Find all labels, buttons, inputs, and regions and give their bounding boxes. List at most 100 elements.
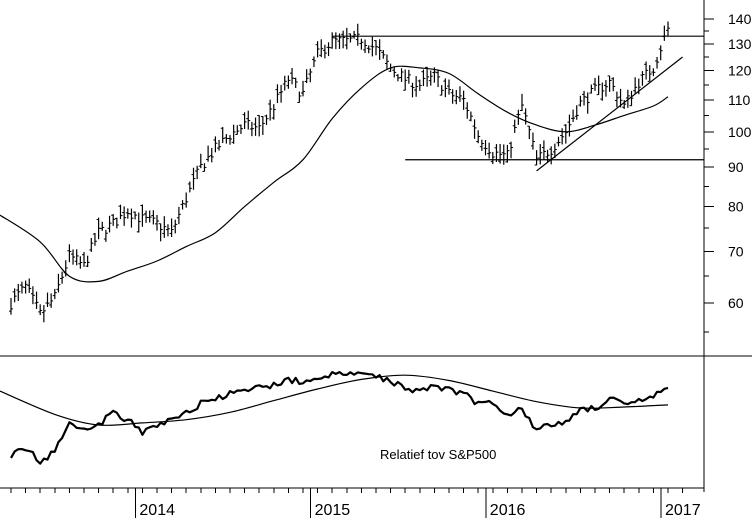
price-bar [490,151,495,165]
price-bar [377,39,382,60]
y-tick-label: 80 [728,199,744,215]
price-bar [574,105,579,120]
price-bar [348,33,353,43]
price-bar [629,90,634,107]
price-bar [67,244,72,263]
price-bar [596,75,601,96]
price-bar [359,38,364,50]
price-bar [465,102,470,119]
price-bar [290,68,295,85]
price-bar [85,255,90,268]
y-tick-label: 60 [728,295,744,311]
price-panel [0,21,704,323]
price-bar [651,68,656,77]
price-bar [530,132,535,150]
y-tick-label: 120 [728,63,752,79]
y-tick-label: 130 [728,36,752,52]
y-tick-label: 100 [728,124,752,140]
price-bar [585,92,590,114]
price-bar [82,252,86,267]
price-bar [567,114,572,137]
price-bar [523,108,528,125]
price-bar [326,42,331,57]
price-bar [552,143,557,159]
price-moving-average [0,65,669,283]
price-bar [114,217,119,229]
price-bar [662,25,667,41]
price-bar [133,211,138,220]
price-bar [147,210,152,223]
price-bar [370,36,375,57]
price-bar [447,79,451,95]
price-bar [158,223,163,242]
price-bar [249,121,254,137]
price-bar [618,88,623,108]
price-bar [286,75,291,89]
price-bar [231,124,236,144]
price-bar [403,69,408,91]
price-bar [406,69,411,84]
price-bar [260,116,265,135]
price-bar [428,70,433,86]
price-bar [483,139,488,156]
price-bar [461,90,466,110]
price-bar [30,286,35,305]
price-bar [217,139,222,151]
price-bar [436,69,441,88]
price-bar [180,200,185,210]
price-bar [238,124,243,134]
price-bar [56,273,61,293]
price-bar [556,136,561,147]
price-bar [16,283,21,301]
price-bar [165,224,170,237]
price-bar [322,44,327,59]
price-bar [666,21,670,37]
price-bar [395,74,400,82]
price-bar [304,69,309,84]
price-bar [366,45,371,54]
price-bar [655,56,660,69]
price-bar [213,136,218,153]
price-bar [330,32,335,49]
price-bar [144,210,149,223]
price-bar [107,215,112,233]
price-bar [454,90,459,105]
price-bar [355,23,360,46]
price-bar [457,86,462,102]
price-bar [100,221,105,231]
y-tick-label: 70 [728,243,744,259]
price-bar [38,304,43,316]
price-bar [89,238,94,252]
price-bar [414,76,419,97]
price-bar [611,77,616,92]
price-bar [549,146,554,165]
price-bar [399,68,404,82]
price-bar [293,77,298,88]
price-bar [279,84,284,103]
price-bar [71,249,76,265]
price-bar [297,91,302,103]
price-bar [169,218,174,238]
price-bar [271,104,276,120]
price-bar [582,90,587,106]
price-bar [498,143,503,164]
price-bar [257,114,262,137]
relative-strength-label: Relatief tov S&P500 [380,447,496,462]
price-bar [92,233,97,246]
price-bar [541,140,546,160]
price-bar [392,66,397,78]
price-bar [9,298,13,315]
price-bar [527,125,532,140]
y-tick-label: 90 [728,159,744,175]
price-bar [282,75,287,91]
price-bar [603,80,608,97]
price-bar [136,212,141,233]
price-bar [538,144,543,165]
price-bar [476,130,481,144]
price-bar [363,39,368,53]
price-bar [23,280,28,294]
price-bar [607,75,612,92]
price-bar [118,204,123,220]
price-bar [494,144,499,162]
price-bar [74,249,79,266]
